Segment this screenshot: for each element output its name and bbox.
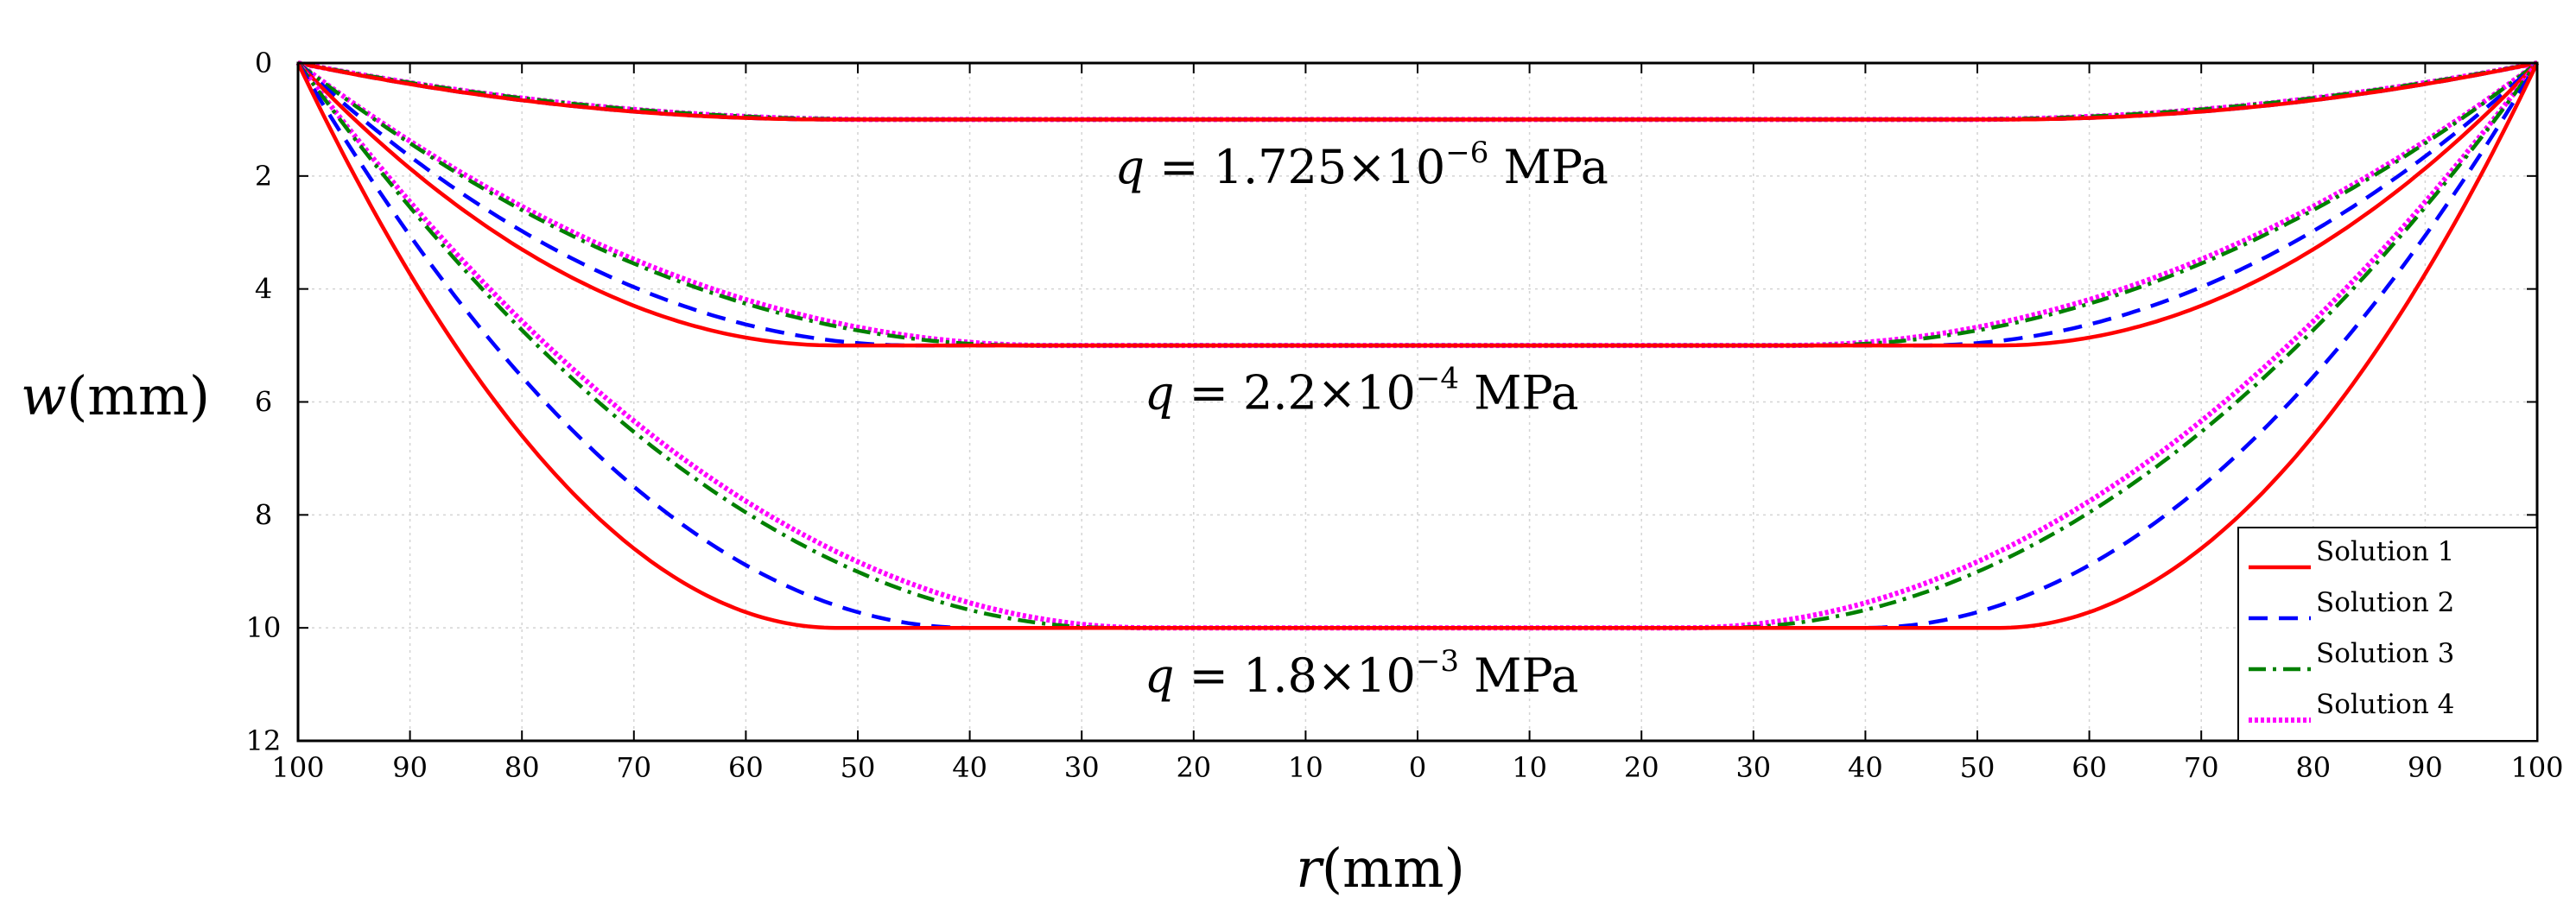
x-tick-label: 80: [504, 751, 540, 784]
x-tick-label: 90: [2408, 751, 2443, 784]
x-tick-label: 100: [271, 751, 324, 784]
x-tick-label: 80: [2295, 751, 2331, 784]
x-tick-label: 30: [1735, 751, 1771, 784]
load-equals: =: [1174, 648, 1243, 703]
series-line-solution-3-load-1: [297, 60, 2538, 122]
y-axis-label-variable: w: [21, 364, 67, 427]
y-tick-label: 2: [255, 160, 272, 193]
x-tick-label: 30: [1064, 751, 1100, 784]
load-exponent: −3: [1416, 644, 1459, 679]
load-unit: MPa: [1459, 648, 1579, 703]
x-tick-label: 70: [616, 751, 651, 784]
x-axis-ticks: 100 90 80 70 60 50 40 30 20 10 0 10 20 30 40 50 60 70 80 90…: [271, 63, 2564, 784]
load-equals: =: [1174, 366, 1243, 420]
load-unit: MPa: [1459, 366, 1579, 420]
y-tick-label: 10: [246, 611, 282, 644]
load-annotation-1: q = 1.725×10−6 MPa: [1114, 136, 1608, 194]
series-line-solution-1-load-2: [296, 61, 2539, 348]
series-line-solution-1-load-1: [297, 60, 2538, 122]
legend-label-1: Solution 1: [2316, 536, 2454, 567]
x-tick-label: 40: [952, 751, 987, 784]
x-axis-label: r(mm): [1296, 837, 1465, 900]
x-axis-label-variable: r: [1296, 837, 1324, 900]
load-base: 2.2×10: [1243, 366, 1416, 420]
legend-label-3: Solution 3: [2316, 638, 2454, 669]
x-tick-label: 70: [2184, 751, 2219, 784]
x-tick-label: 60: [2072, 751, 2107, 784]
load-unit: MPa: [1488, 140, 1608, 194]
load-annotation-3: q = 1.8×10−3 MPa: [1145, 644, 1579, 703]
x-tick-label: 10: [1512, 751, 1547, 784]
x-tick-label: 40: [1848, 751, 1883, 784]
x-axis-label-unit: (mm): [1322, 837, 1465, 900]
load-base: 1.725×10: [1214, 140, 1446, 194]
load-symbol: q: [1145, 648, 1175, 703]
y-tick-label: 0: [255, 47, 272, 79]
load-annotation-2: q = 2.2×10−4 MPa: [1145, 362, 1579, 420]
x-tick-label: 50: [841, 751, 876, 784]
y-axis-ticks: 0 2 4 6 8 10 12: [246, 47, 2537, 757]
series-layer: [295, 60, 2540, 631]
load-base: 1.8×10: [1243, 648, 1416, 703]
load-exponent: −6: [1445, 136, 1488, 170]
x-tick-label: 100: [2510, 751, 2563, 784]
x-tick-label: 90: [392, 751, 428, 784]
legend-box: [2237, 527, 2538, 742]
x-tick-label: 0: [1409, 751, 1426, 784]
y-axis-label-unit: (mm): [67, 364, 210, 427]
x-tick-label: 60: [728, 751, 764, 784]
y-tick-label: 12: [246, 724, 282, 757]
series-line-solution-1-load-3: [295, 62, 2540, 630]
load-equals: =: [1145, 140, 1214, 194]
load-exponent: −4: [1416, 362, 1459, 396]
series-line-solution-3-load-3: [296, 61, 2539, 630]
y-tick-label: 8: [255, 498, 272, 531]
load-symbol: q: [1145, 366, 1175, 420]
y-axis-label: w(mm): [21, 364, 210, 427]
legend: Solution 1 Solution 2 Solution 3 Solution 4: [2237, 527, 2538, 742]
legend-label-4: Solution 4: [2316, 689, 2454, 720]
x-tick-label: 50: [1960, 751, 1995, 784]
x-tick-label: 10: [1288, 751, 1323, 784]
y-tick-label: 6: [255, 386, 272, 419]
legend-label-2: Solution 2: [2316, 587, 2454, 618]
y-tick-label: 4: [255, 273, 272, 306]
load-symbol: q: [1114, 140, 1145, 194]
x-tick-label: 20: [1624, 751, 1659, 784]
x-tick-label: 20: [1176, 751, 1211, 784]
